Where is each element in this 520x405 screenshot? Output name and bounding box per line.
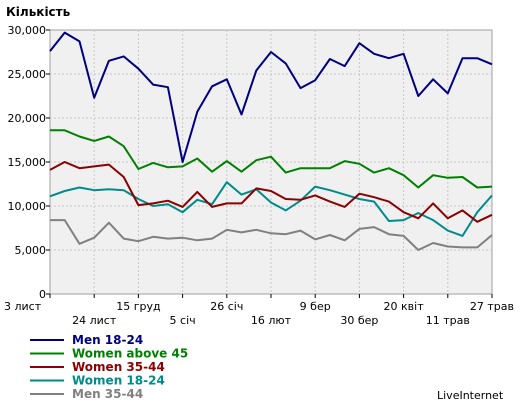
x-tick-label: 27 трав [470,300,514,313]
series-line [50,219,493,251]
y-tick-label: 5,000 [15,244,47,257]
brand-label: LiveInternet [437,389,504,402]
series-line [49,181,493,237]
x-tick-label: 9 бер [300,300,331,313]
series-line [49,161,493,223]
x-tick-label: 16 лют [251,314,292,327]
x-tick-label: 30 бер [340,314,378,327]
y-tick-label: 25,000 [8,68,47,81]
y-tick-label: 10,000 [8,200,47,213]
x-tick-label: 24 лист [72,314,117,327]
legend-label: Men 18-24 [72,333,143,347]
y-tick-label: 20,000 [8,112,47,125]
y-tick-label: 0 [39,288,46,301]
x-tick-label: 5 січ [170,314,196,327]
legend-label: Women 18-24 [72,374,165,388]
x-tick-label: 15 груд [116,300,161,313]
y-axis: 0 5,000 10,000 15,000 20,000 25,000 30,000 [8,24,50,301]
legend-label: Men 35-44 [72,387,143,401]
x-tick-label: 26 січ [210,300,243,313]
y-tick-label: 30,000 [8,24,47,37]
series-line [50,129,493,189]
series-line [49,31,493,163]
x-tick-label: 11 трав [426,314,470,327]
legend-label: Women 35-44 [72,360,165,374]
legend-label: Women above 45 [72,347,188,361]
x-tick-label: 3 лист [4,300,42,313]
chart-title: Кількість [6,5,71,19]
series-lines [49,31,493,251]
x-tick-label: 20 квіт [384,300,425,313]
y-tick-label: 15,000 [8,156,47,169]
